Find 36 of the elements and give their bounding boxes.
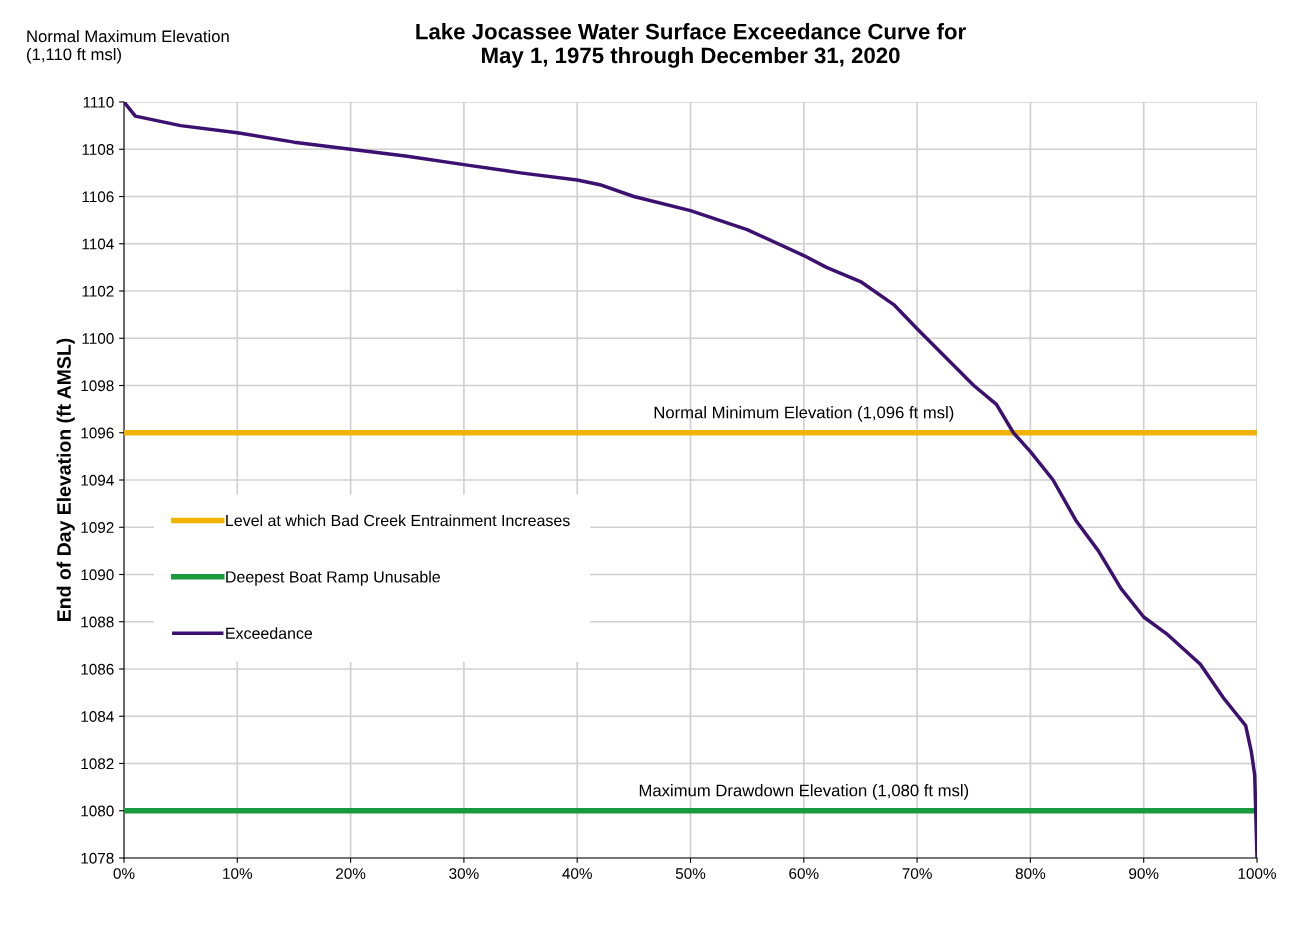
y-tick-label: 1110: [83, 96, 114, 108]
y-tick-label: 1092: [81, 522, 114, 533]
x-tick-label: 60%: [789, 868, 819, 879]
y-tick-label: 1102: [82, 285, 114, 297]
y-tick-label: 1100: [82, 333, 114, 344]
text: Normal Maximum Elevation (1,110 ft msl): [27, 30, 229, 64]
legend-label: Level at which Bad Creek Entrainment Increases: [226, 514, 570, 527]
x-tick-label: 0%: [113, 868, 135, 879]
x-tick-label: 100%: [1238, 868, 1276, 879]
x-tick-label: 70%: [902, 868, 932, 879]
chart-title: Lake Jocassee Water Surface Exceedance Curve for May 1, 1975 through December 31, 2020: [416, 23, 966, 68]
x-tick-label: 30%: [449, 868, 479, 879]
x-tick-label: 10%: [223, 868, 253, 879]
y-tick-label: 1086: [81, 663, 114, 675]
y-tick-label: 1104: [82, 238, 114, 250]
y-tick-label: 1108: [82, 144, 114, 155]
annotation: Maximum Drawdown Elevation (1,080 ft msl): [639, 784, 969, 800]
x-tick-label: 20%: [336, 868, 366, 879]
y-tick-label: 1094: [81, 474, 114, 486]
y-tick-label: 1088: [81, 616, 114, 628]
y-tick-label: 1090: [81, 569, 114, 581]
annotation: Normal Minimum Elevation (1,096 ft msl): [654, 406, 954, 422]
y-tick-label: 1106: [82, 191, 114, 203]
y-tick-label: 1078: [81, 852, 114, 864]
x-tick-label: 90%: [1129, 868, 1159, 879]
y-tick-label: 1096: [81, 427, 114, 439]
x-tick-label: 40%: [562, 868, 592, 879]
y-tick-label: 1080: [81, 805, 114, 817]
legend-label: Deepest Boat Ramp Unusable: [226, 570, 440, 586]
legend-label: Exceedance: [226, 627, 313, 639]
y-axis-title: End of Day Elevation (ft AMSL): [56, 338, 75, 621]
y-tick-label: 1082: [81, 758, 114, 770]
y-tick-label: 1098: [81, 380, 114, 392]
x-tick-label: 50%: [675, 868, 706, 879]
y-tick-label: 1084: [81, 711, 114, 722]
x-tick-label: 80%: [1015, 868, 1046, 879]
